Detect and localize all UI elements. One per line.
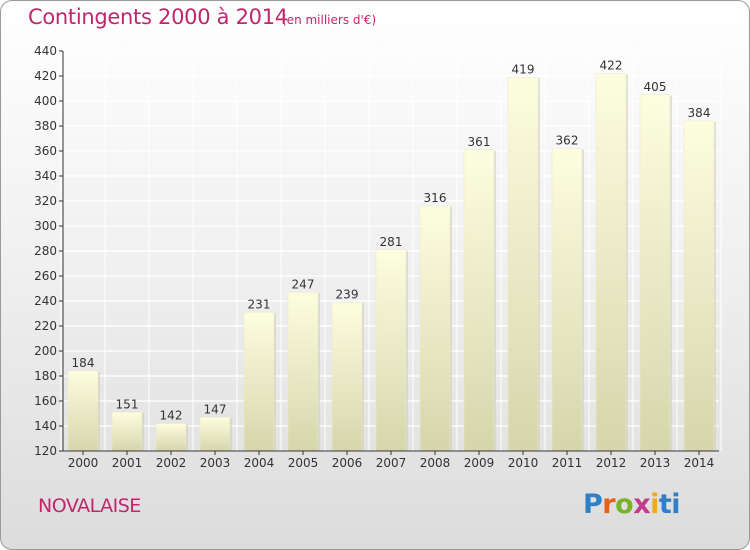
value-label: 362 — [556, 134, 579, 148]
y-tick-label: 320 — [34, 194, 57, 208]
proxiti-logo: Proxiti — [583, 489, 681, 520]
x-tick-label: 2004 — [244, 456, 275, 470]
value-label: 231 — [248, 297, 271, 311]
chart-subtitle: (en milliers d'€) — [282, 13, 377, 27]
bar-2010 — [507, 77, 539, 452]
value-label: 419 — [512, 62, 535, 76]
y-tick-label: 380 — [34, 119, 57, 133]
bar-2000 — [67, 370, 99, 452]
value-label: 184 — [72, 356, 95, 370]
x-tick-label: 2003 — [200, 456, 231, 470]
y-tick-label: 200 — [34, 344, 57, 358]
bar-2003 — [199, 417, 231, 452]
y-tick-label: 340 — [34, 169, 57, 183]
bar-2002 — [155, 423, 187, 452]
x-tick-label: 2007 — [376, 456, 407, 470]
y-tick-label: 260 — [34, 269, 57, 283]
y-tick-label: 440 — [34, 44, 57, 58]
bar-2006 — [331, 302, 363, 452]
bar-2004 — [243, 312, 275, 452]
x-tick-label: 2012 — [596, 456, 627, 470]
y-tick-label: 420 — [34, 69, 57, 83]
axes: 120 140 160 180 200 220 240 260 280 300 320 340 360 3… — [34, 44, 719, 470]
bar-2011 — [551, 148, 583, 452]
y-tick-label: 280 — [34, 244, 57, 258]
x-tick-label: 2005 — [288, 456, 319, 470]
bar-2001 — [111, 412, 143, 452]
value-label: 151 — [116, 397, 139, 411]
y-tick-label: 120 — [34, 444, 57, 458]
bar-2013 — [639, 94, 671, 452]
x-tick-label: 2008 — [420, 456, 451, 470]
value-label: 422 — [600, 59, 623, 73]
x-tick-label: 2011 — [552, 456, 583, 470]
x-tick-label: 2009 — [464, 456, 495, 470]
x-tick-label: 2002 — [156, 456, 187, 470]
y-tick-label: 180 — [34, 369, 57, 383]
x-tick-label: 2001 — [112, 456, 143, 470]
value-label: 247 — [292, 277, 315, 291]
value-label: 316 — [424, 191, 447, 205]
value-label: 281 — [380, 235, 403, 249]
value-label: 361 — [468, 135, 491, 149]
x-tick-label: 2014 — [684, 456, 715, 470]
y-tick-label: 140 — [34, 419, 57, 433]
y-tick-label: 160 — [34, 394, 57, 408]
value-label: 405 — [644, 80, 667, 94]
bar-2007 — [375, 249, 407, 452]
bars: 184 151 142 147 231 247 239 281 316 361 419 362 422 4… — [67, 59, 716, 452]
value-label: 147 — [204, 402, 227, 416]
value-label: 239 — [336, 287, 359, 301]
x-tick-label: 2010 — [508, 456, 539, 470]
y-tick-label: 240 — [34, 294, 57, 308]
x-tick-label: 2013 — [640, 456, 671, 470]
x-tick-label: 2000 — [68, 456, 99, 470]
commune-name: NOVALAISE — [38, 495, 141, 517]
x-tick-label: 2006 — [332, 456, 363, 470]
bar-2009 — [463, 149, 495, 452]
value-label: 142 — [160, 409, 183, 423]
bar-2005 — [287, 292, 319, 452]
bar-2008 — [419, 205, 451, 452]
bar-2012 — [595, 73, 627, 452]
y-tick-label: 300 — [34, 219, 57, 233]
chart-title: Contingents 2000 à 2014 — [28, 5, 288, 29]
y-tick-label: 220 — [34, 319, 57, 333]
bar-2014 — [683, 120, 715, 452]
value-label: 384 — [688, 106, 711, 120]
y-tick-label: 360 — [34, 144, 57, 158]
y-tick-label: 400 — [34, 94, 57, 108]
